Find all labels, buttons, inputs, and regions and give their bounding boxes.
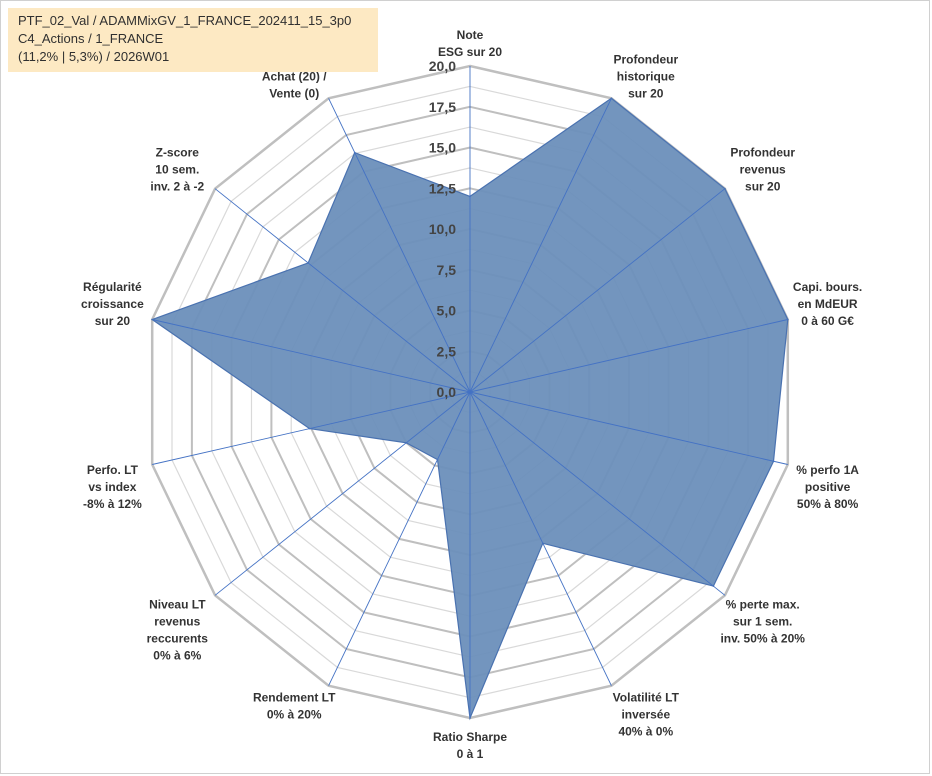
axis-label: Note bbox=[457, 28, 484, 42]
axis-label: Perfo. LT bbox=[87, 463, 139, 477]
axis-label: Profondeur bbox=[730, 146, 795, 160]
axis-label: historique bbox=[617, 69, 675, 83]
portfolio-stats: (11,2% | 5,3%) / 2026W01 bbox=[18, 49, 170, 64]
axis-spoke bbox=[152, 319, 471, 393]
axis-spoke bbox=[214, 391, 471, 596]
radar-spokes bbox=[152, 66, 788, 718]
axis-spoke bbox=[469, 391, 612, 686]
axis-label: 50% à 80% bbox=[797, 497, 859, 511]
axis-label: sur 20 bbox=[745, 180, 781, 194]
axis-spoke bbox=[469, 391, 726, 596]
axis-spoke bbox=[328, 391, 471, 686]
axis-label: sur 20 bbox=[95, 314, 131, 328]
radar-axis-labels: Note ESG sur 20 Profondeur historique sur 20… bbox=[81, 28, 862, 761]
tick-label: 7,5 bbox=[437, 262, 457, 278]
axis-spoke bbox=[469, 98, 612, 393]
axis-spoke bbox=[469, 391, 788, 465]
tick-label: 15,0 bbox=[429, 140, 456, 156]
axis-label: -8% à 12% bbox=[83, 497, 142, 511]
axis-label: inversée bbox=[621, 708, 670, 722]
axis-label: Z-score bbox=[156, 146, 200, 160]
portfolio-name: PTF_02_Val / ADAMMixGV_1_FRANCE_202411_1… bbox=[18, 13, 352, 28]
tick-label: 12,5 bbox=[429, 180, 456, 196]
tick-label: 0,0 bbox=[437, 384, 457, 400]
axis-label: Vente (0) bbox=[269, 86, 319, 100]
axis-label: positive bbox=[805, 480, 851, 494]
axis-label: Régularité bbox=[83, 280, 142, 294]
axis-label: Achat (20) / bbox=[262, 69, 327, 83]
axis-label: 10 sem. bbox=[155, 163, 199, 177]
tick-label: 2,5 bbox=[437, 343, 457, 359]
tick-label: 17,5 bbox=[429, 99, 456, 115]
axis-label: 0 à 60 G€ bbox=[801, 314, 854, 328]
axis-label: Niveau LT bbox=[149, 598, 206, 612]
axis-label: inv. 2 à -2 bbox=[150, 180, 204, 194]
axis-label: % perfo 1A bbox=[796, 463, 859, 477]
axis-label: % perte max. bbox=[726, 598, 800, 612]
axis-label: Ratio Sharpe bbox=[433, 730, 507, 744]
axis-spoke bbox=[469, 188, 726, 393]
axis-label: revenus bbox=[740, 163, 786, 177]
axis-label: croissance bbox=[81, 297, 144, 311]
axis-label: 0% à 20% bbox=[267, 708, 322, 722]
axis-spoke bbox=[469, 319, 788, 393]
axis-label: Capi. bours. bbox=[793, 280, 862, 294]
axis-spoke bbox=[152, 391, 471, 465]
axis-label: 0 à 1 bbox=[457, 747, 484, 761]
axis-label: Rendement LT bbox=[253, 691, 336, 705]
axis-label: 40% à 0% bbox=[618, 725, 673, 739]
axis-label: ESG sur 20 bbox=[438, 45, 502, 59]
tick-label: 10,0 bbox=[429, 221, 456, 237]
axis-label: vs index bbox=[88, 480, 136, 494]
axis-label: Volatilité LT bbox=[613, 691, 680, 705]
axis-label: en MdEUR bbox=[798, 297, 858, 311]
axis-label: sur 1 sem. bbox=[733, 615, 792, 629]
axis-label: revenus bbox=[154, 615, 200, 629]
radar-tick-labels: 0,0 2,5 5,0 7,5 10,0 12,5 15,0 17,5 20,0 bbox=[429, 58, 456, 400]
portfolio-category: C4_Actions / 1_FRANCE bbox=[18, 31, 164, 46]
axis-label: 0% à 6% bbox=[153, 649, 201, 663]
axis-label: sur 20 bbox=[628, 86, 664, 100]
axis-spoke bbox=[214, 188, 471, 393]
axis-label: Profondeur bbox=[613, 52, 678, 66]
tick-label: 5,0 bbox=[437, 303, 457, 319]
axis-label: reccurents bbox=[147, 632, 209, 646]
axis-label: inv. 50% à 20% bbox=[720, 632, 805, 646]
tick-label: 20,0 bbox=[429, 58, 456, 74]
axis-spoke bbox=[328, 98, 471, 393]
portfolio-info-box: PTF_02_Val / ADAMMixGV_1_FRANCE_202411_1… bbox=[8, 8, 378, 72]
